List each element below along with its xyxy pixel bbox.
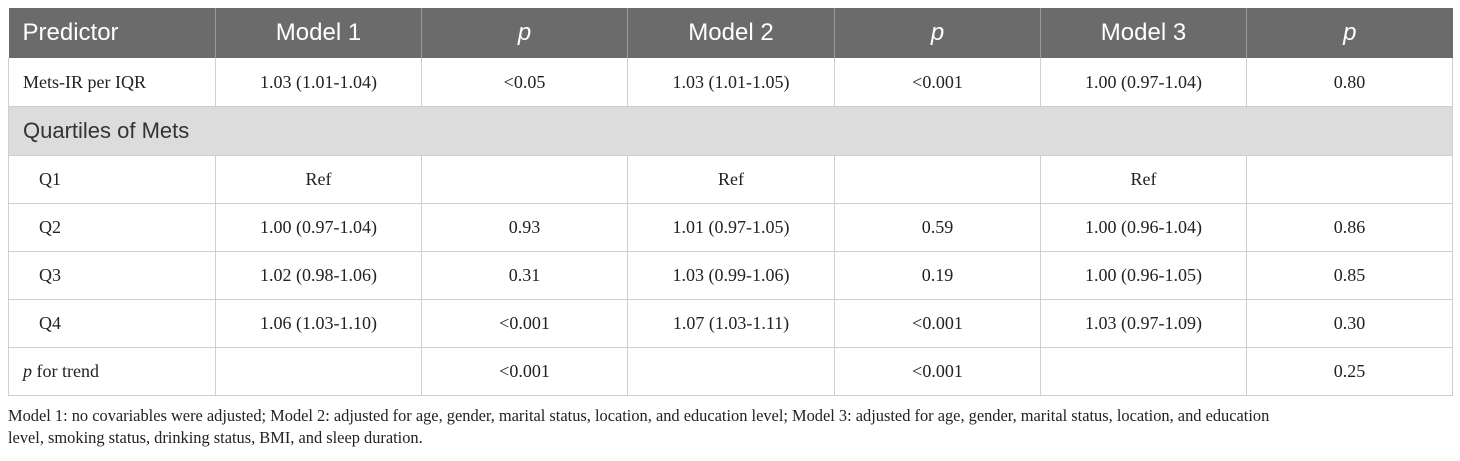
table-row: p for trend <0.001 <0.001 0.25 bbox=[8, 347, 1453, 396]
table-cell: 1.03 (1.01-1.05) bbox=[627, 58, 835, 107]
table-cell: Ref bbox=[627, 155, 835, 204]
footnote-line-1: Model 1: no covariables were adjusted; M… bbox=[8, 406, 1270, 425]
table-cell: 1.00 (0.96-1.05) bbox=[1040, 251, 1247, 300]
table-cell: 1.01 (0.97-1.05) bbox=[627, 203, 835, 252]
table-cell: 0.93 bbox=[421, 203, 628, 252]
table-cell: <0.001 bbox=[421, 299, 628, 348]
table-cell: Ref bbox=[1040, 155, 1247, 204]
table-row: Mets-IR per IQR 1.03 (1.01-1.04) <0.05 1… bbox=[8, 58, 1453, 107]
table-cell: 0.19 bbox=[834, 251, 1041, 300]
table-row: Q4 1.06 (1.03-1.10) <0.001 1.07 (1.03-1.… bbox=[8, 299, 1453, 348]
row-label: Q4 bbox=[8, 299, 216, 348]
table-cell: 1.02 (0.98-1.06) bbox=[215, 251, 422, 300]
table-cell: <0.05 bbox=[421, 58, 628, 107]
table-cell: 0.59 bbox=[834, 203, 1041, 252]
table-cell bbox=[834, 155, 1041, 204]
table-cell: 0.25 bbox=[1246, 347, 1453, 396]
table-cell: 0.31 bbox=[421, 251, 628, 300]
row-label: Q1 bbox=[8, 155, 216, 204]
row-label: Q2 bbox=[8, 203, 216, 252]
table-cell: 0.85 bbox=[1246, 251, 1453, 300]
table-cell bbox=[1246, 155, 1453, 204]
table-footnote: Model 1: no covariables were adjusted; M… bbox=[8, 405, 1452, 449]
header-p-3: p bbox=[1246, 8, 1453, 58]
results-table-container: Predictor Model 1 p Model 2 p Model 3 p … bbox=[8, 8, 1453, 396]
header-p-2: p bbox=[834, 8, 1041, 58]
table-header-row: Predictor Model 1 p Model 2 p Model 3 p bbox=[8, 8, 1453, 58]
table-cell: 0.30 bbox=[1246, 299, 1453, 348]
results-table: Predictor Model 1 p Model 2 p Model 3 p … bbox=[8, 8, 1453, 396]
table-cell: 1.00 (0.97-1.04) bbox=[215, 203, 422, 252]
table-cell: 0.80 bbox=[1246, 58, 1453, 107]
row-label-italic: p bbox=[23, 361, 32, 381]
table-row: Q2 1.00 (0.97-1.04) 0.93 1.01 (0.97-1.05… bbox=[8, 203, 1453, 252]
table-cell bbox=[215, 347, 422, 396]
row-label-rest: for trend bbox=[32, 361, 99, 381]
row-label: p for trend bbox=[8, 347, 216, 396]
header-model-2: Model 2 bbox=[627, 8, 835, 58]
table-cell: 1.07 (1.03-1.11) bbox=[627, 299, 835, 348]
table-cell bbox=[627, 347, 835, 396]
table-cell: 1.06 (1.03-1.10) bbox=[215, 299, 422, 348]
table-row: Q1 Ref Ref Ref bbox=[8, 155, 1453, 204]
table-cell: Ref bbox=[215, 155, 422, 204]
section-label: Quartiles of Mets bbox=[8, 106, 1453, 156]
section-row: Quartiles of Mets bbox=[8, 106, 1453, 156]
table-cell: 1.03 (1.01-1.04) bbox=[215, 58, 422, 107]
table-cell: <0.001 bbox=[834, 347, 1041, 396]
header-p-1: p bbox=[421, 8, 628, 58]
table-cell bbox=[1040, 347, 1247, 396]
table-cell bbox=[421, 155, 628, 204]
table-cell: 1.00 (0.97-1.04) bbox=[1040, 58, 1247, 107]
header-predictor: Predictor bbox=[8, 8, 216, 58]
table-cell: <0.001 bbox=[834, 299, 1041, 348]
table-row: Q3 1.02 (0.98-1.06) 0.31 1.03 (0.99-1.06… bbox=[8, 251, 1453, 300]
table-cell: 1.03 (0.97-1.09) bbox=[1040, 299, 1247, 348]
header-model-1: Model 1 bbox=[215, 8, 422, 58]
table-cell: <0.001 bbox=[834, 58, 1041, 107]
header-model-3: Model 3 bbox=[1040, 8, 1247, 58]
table-cell: 0.86 bbox=[1246, 203, 1453, 252]
table-cell: 1.03 (0.99-1.06) bbox=[627, 251, 835, 300]
row-label: Mets-IR per IQR bbox=[8, 58, 216, 107]
row-label: Q3 bbox=[8, 251, 216, 300]
table-cell: 1.00 (0.96-1.04) bbox=[1040, 203, 1247, 252]
footnote-line-2: level, smoking status, drinking status, … bbox=[8, 428, 423, 447]
table-cell: <0.001 bbox=[421, 347, 628, 396]
